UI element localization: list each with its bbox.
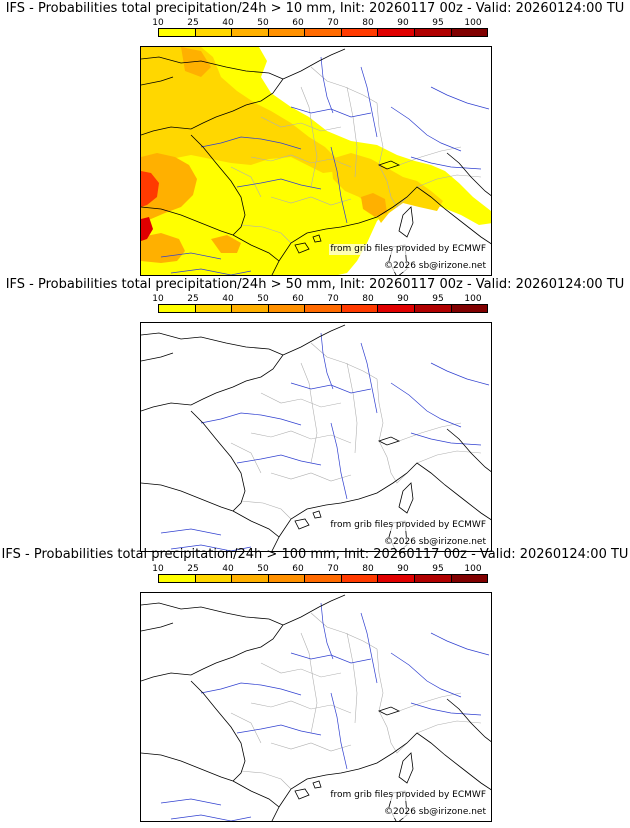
precip-gold [141, 47, 339, 173]
scale-tick-label: 60 [292, 294, 304, 304]
scale-swatch [195, 575, 233, 582]
scale-tick-label: 90 [397, 18, 409, 28]
color-scale-labels: 10 25 40 50 60 70 80 90 95 100 [148, 294, 498, 304]
scale-swatch [159, 305, 196, 312]
map-panel-100mm: IFS - Probabilities total precipitation/… [0, 546, 630, 822]
scale-swatch [378, 575, 415, 582]
scale-tick-label: 50 [257, 294, 269, 304]
scale-tick-label: 80 [362, 294, 374, 304]
scale-swatch [341, 575, 379, 582]
scale-tick-label: 100 [464, 18, 482, 28]
scale-swatch [268, 29, 306, 36]
scale-tick-label: 90 [397, 294, 409, 304]
precip-red-2 [141, 217, 153, 241]
scale-tick-label: 40 [222, 294, 234, 304]
credit-source: from grib files provided by ECMWF [329, 520, 487, 531]
scale-swatch [159, 575, 196, 582]
precipitation-map [141, 47, 491, 275]
scale-tick-label: 100 [464, 294, 482, 304]
color-scale-labels: 10 25 40 50 60 70 80 90 95 100 [148, 564, 498, 574]
scale-tick-label: 95 [432, 564, 444, 574]
precip-gold-3 [181, 47, 211, 77]
scale-tick-label: 70 [327, 18, 339, 28]
scale-tick-label: 90 [397, 564, 409, 574]
scale-swatch [232, 575, 269, 582]
scale-tick-label: 80 [362, 564, 374, 574]
precip-gold-2 [331, 153, 443, 223]
scale-tick-label: 60 [292, 18, 304, 28]
map-panel-10mm: IFS - Probabilities total precipitation/… [0, 0, 630, 276]
map-frame: from grib files provided by ECMWF ©2026 … [140, 46, 492, 276]
scale-swatch [378, 305, 415, 312]
scale-swatch [341, 29, 379, 36]
scale-swatch [232, 305, 269, 312]
scale-swatch [414, 305, 452, 312]
credit-copyright: ©2026 sb@irizone.net [383, 261, 487, 272]
scale-swatch [195, 29, 233, 36]
credit-source: from grib files provided by ECMWF [329, 244, 487, 255]
precipitation-map [141, 594, 491, 821]
precip-red [141, 171, 159, 207]
map-frame: from grib files provided by ECMWF ©2026 … [140, 592, 492, 822]
map-panel-50mm: IFS - Probabilities total precipitation/… [0, 276, 630, 552]
color-scale-bar [158, 574, 488, 583]
scale-tick-label: 70 [327, 564, 339, 574]
panel-title: IFS - Probabilities total precipitation/… [5, 1, 625, 16]
precip-orange-4 [361, 193, 387, 217]
scale-swatch [341, 305, 379, 312]
precipitation-map [141, 324, 491, 551]
scale-swatch [451, 305, 488, 312]
rivers [160, 602, 490, 821]
scale-tick-label: 60 [292, 564, 304, 574]
scale-tick-label: 100 [464, 564, 482, 574]
scale-swatch [305, 29, 342, 36]
credit-source: from grib files provided by ECMWF [329, 790, 487, 801]
scale-tick-label: 50 [257, 18, 269, 28]
panel-title: IFS - Probabilities total precipitation/… [1, 547, 629, 562]
scale-tick-label: 40 [222, 18, 234, 28]
scale-tick-label: 95 [432, 18, 444, 28]
panel-title: IFS - Probabilities total precipitation/… [5, 277, 625, 292]
coastlines [141, 594, 491, 821]
scale-swatch [414, 29, 452, 36]
precip-orange-3 [211, 235, 241, 253]
color-scale-bar [158, 304, 488, 313]
credit-copyright: ©2026 sb@irizone.net [383, 537, 487, 548]
scale-swatch [305, 305, 342, 312]
scale-swatch [414, 575, 452, 582]
scale-swatch [268, 305, 306, 312]
scale-swatch [451, 29, 488, 36]
coastlines [141, 324, 491, 551]
scale-swatch [305, 575, 342, 582]
scale-tick-label: 25 [187, 18, 199, 28]
scale-tick-label: 25 [187, 294, 199, 304]
scale-tick-label: 10 [152, 564, 164, 574]
scale-swatch [159, 29, 196, 36]
precip-orange [141, 153, 197, 223]
scale-tick-label: 95 [432, 294, 444, 304]
scale-tick-label: 10 [152, 18, 164, 28]
scale-swatch [451, 575, 488, 582]
color-scale-bar [158, 28, 488, 37]
scale-tick-label: 40 [222, 564, 234, 574]
scale-tick-label: 70 [327, 294, 339, 304]
rivers [160, 332, 490, 551]
credit-copyright: ©2026 sb@irizone.net [383, 807, 487, 818]
color-scale-labels: 10 25 40 50 60 70 80 90 95 100 [148, 18, 498, 28]
scale-swatch [378, 29, 415, 36]
scale-swatch [195, 305, 233, 312]
scale-tick-label: 10 [152, 294, 164, 304]
map-frame: from grib files provided by ECMWF ©2026 … [140, 322, 492, 552]
scale-swatch [232, 29, 269, 36]
scale-tick-label: 50 [257, 564, 269, 574]
scale-tick-label: 25 [187, 564, 199, 574]
scale-swatch [268, 575, 306, 582]
scale-tick-label: 80 [362, 18, 374, 28]
